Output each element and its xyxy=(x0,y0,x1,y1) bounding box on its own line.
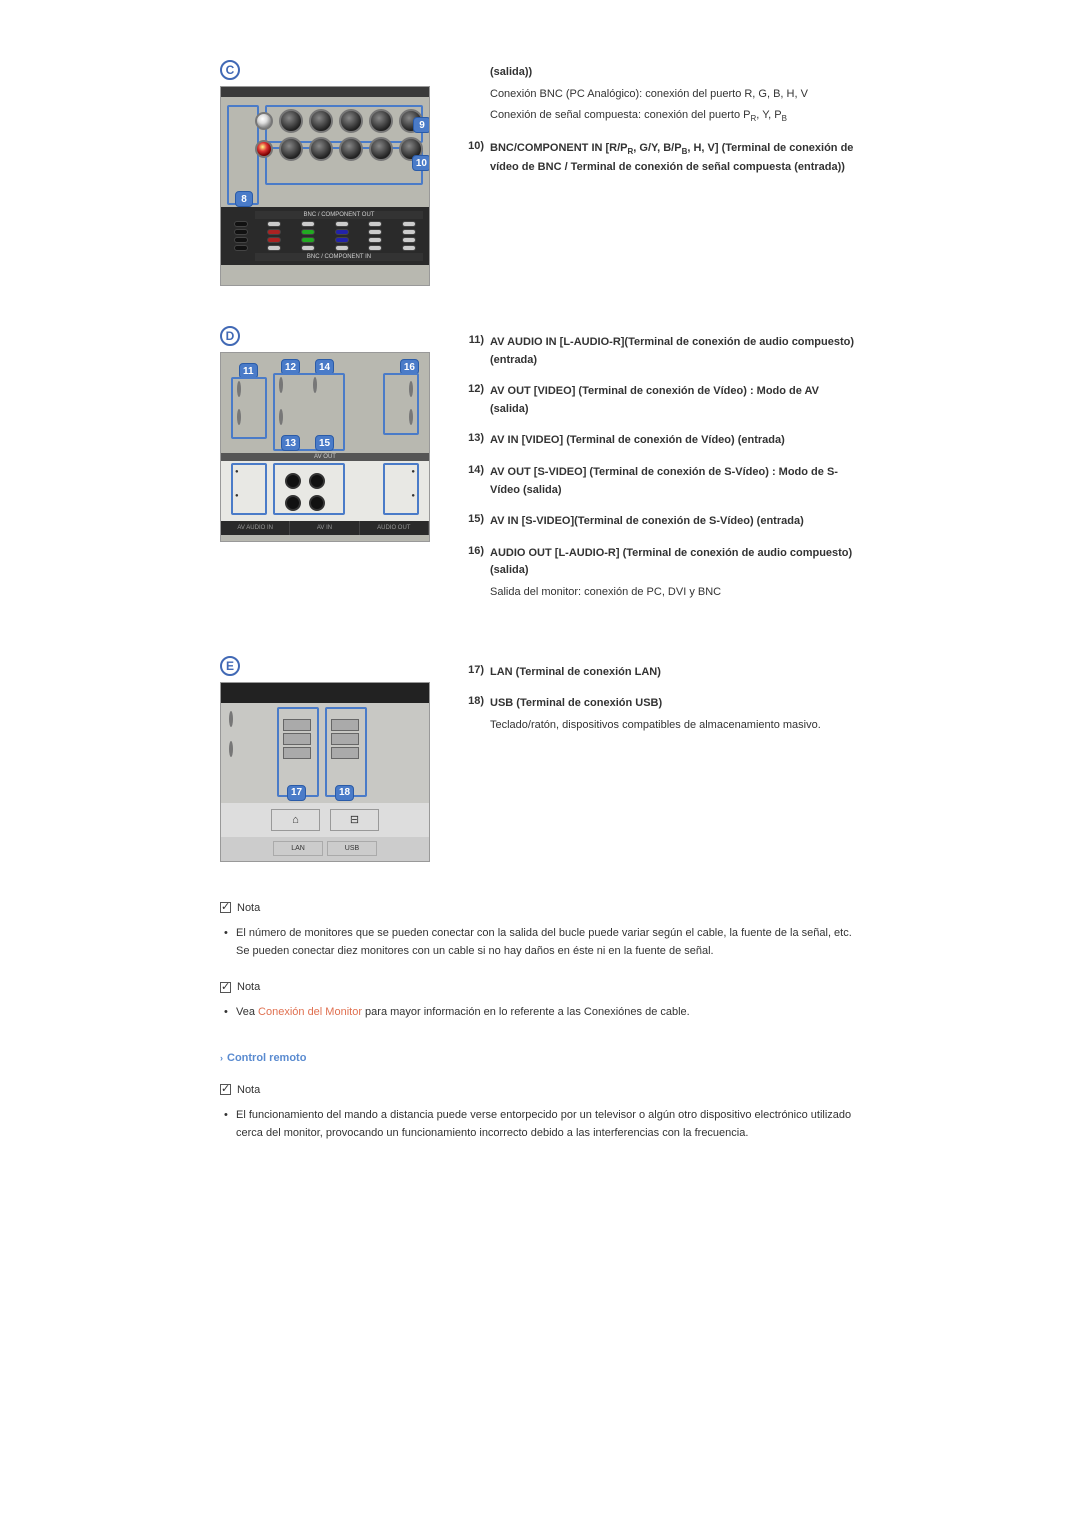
badge-17: 17 xyxy=(287,785,306,801)
note-2: Nota •Vea Conexión del Monitor para mayo… xyxy=(220,981,860,1022)
section-c-desc: (salida)) Conexión BNC (PC Analógico): c… xyxy=(460,60,860,286)
section-d: D 11 12 14 16 13 xyxy=(220,326,860,616)
nota-label-3: Nota xyxy=(237,1084,260,1096)
badge-10: 10 xyxy=(412,155,430,171)
panel-c: 9 10 8 BNC / COMPONENT OUT BNC / COMP xyxy=(220,86,430,286)
item-16-text: AUDIO OUT [L-AUDIO-R] (Terminal de conex… xyxy=(490,545,860,580)
panel-c-in-label: BNC / COMPONENT IN xyxy=(255,253,423,261)
panel-c-out-label: BNC / COMPONENT OUT xyxy=(255,211,423,219)
item-17-text: LAN (Terminal de conexión LAN) xyxy=(490,664,860,682)
c-frag-salida: (salida)) xyxy=(490,64,860,82)
panel-d-avout: AV OUT xyxy=(221,453,429,461)
arrow-icon: › xyxy=(220,1053,223,1063)
item-10-text: BNC/COMPONENT IN [R/PR, G/Y, B/PB, H, V]… xyxy=(490,140,860,177)
item-12-num: 12) xyxy=(460,383,484,418)
link-conexion[interactable]: Conexión del Monitor xyxy=(258,1006,362,1018)
c-p2: Conexión de señal compuesta: conexión de… xyxy=(490,107,860,126)
panel-d: 11 12 14 16 13 15 AV OU xyxy=(220,352,430,542)
section-d-label: D xyxy=(220,326,240,346)
note-3: Nota •El funcionamiento del mando a dist… xyxy=(220,1084,860,1143)
panel-e-lan: LAN xyxy=(273,841,323,856)
panel-d-avin: AV IN xyxy=(290,521,359,535)
section-c-label: C xyxy=(220,60,240,80)
item-12-text: AV OUT [VIDEO] (Terminal de conexión de … xyxy=(490,383,860,418)
section-e-label: E xyxy=(220,656,240,676)
item-15-text: AV IN [S-VIDEO](Terminal de conexión de … xyxy=(490,513,860,531)
section-e: E 17 18 ⌂ ⊟ LAN xyxy=(220,656,860,862)
badge-15: 15 xyxy=(315,435,334,451)
item-14-text: AV OUT [S-VIDEO] (Terminal de conexión d… xyxy=(490,464,860,499)
badge-13: 13 xyxy=(281,435,300,451)
check-icon xyxy=(220,982,231,993)
section-c-left: C 9 10 8 xyxy=(220,60,430,286)
panel-d-audioout: AUDIO OUT xyxy=(360,521,429,535)
badge-9: 9 xyxy=(413,117,430,133)
item-17-num: 17) xyxy=(460,664,484,682)
note-1: Nota •El número de monitores que se pued… xyxy=(220,902,860,961)
item-14-num: 14) xyxy=(460,464,484,499)
panel-d-avaudioin: AV AUDIO IN xyxy=(221,521,290,535)
panel-e-usb: USB xyxy=(327,841,377,856)
item-10-num: 10) xyxy=(460,140,484,177)
section-c: C 9 10 8 xyxy=(220,60,860,286)
badge-8: 8 xyxy=(235,191,253,207)
section-control-remoto: ›Control remoto xyxy=(220,1052,860,1064)
item-11-text: AV AUDIO IN [L-AUDIO-R](Terminal de cone… xyxy=(490,334,860,369)
item-16-num: 16) xyxy=(460,545,484,602)
item-18-num: 18) xyxy=(460,695,484,734)
badge-18: 18 xyxy=(335,785,354,801)
item-11-num: 11) xyxy=(460,334,484,369)
item-15-num: 15) xyxy=(460,513,484,531)
section-e-desc: 17) LAN (Terminal de conexión LAN) 18) USB… xyxy=(460,656,860,862)
page-content: C 9 10 8 xyxy=(220,60,860,1143)
item-13-num: 13) xyxy=(460,432,484,450)
item-16-sub: Salida del monitor: conexión de PC, DVI … xyxy=(490,584,860,602)
panel-e: 17 18 ⌂ ⊟ LAN USB xyxy=(220,682,430,862)
item-18-text: USB (Terminal de conexión USB) xyxy=(490,695,860,713)
section-d-desc: 11)AV AUDIO IN [L-AUDIO-R](Terminal de c… xyxy=(460,326,860,616)
nota-label-1: Nota xyxy=(237,902,260,914)
check-icon xyxy=(220,902,231,913)
item-18-sub: Teclado/ratón, dispositivos compatibles … xyxy=(490,717,860,735)
note-1-text: El número de monitores que se pueden con… xyxy=(236,924,860,961)
note-3-text: El funcionamiento del mando a distancia … xyxy=(236,1106,860,1143)
item-13-text: AV IN [VIDEO] (Terminal de conexión de V… xyxy=(490,432,860,450)
nota-label-2: Nota xyxy=(237,981,260,993)
c-p1: Conexión BNC (PC Analógico): conexión de… xyxy=(490,86,860,104)
note-2-text: Vea Conexión del Monitor para mayor info… xyxy=(236,1003,690,1022)
section-d-left: D 11 12 14 16 13 xyxy=(220,326,430,616)
check-icon xyxy=(220,1084,231,1095)
section-e-left: E 17 18 ⌂ ⊟ LAN xyxy=(220,656,430,862)
